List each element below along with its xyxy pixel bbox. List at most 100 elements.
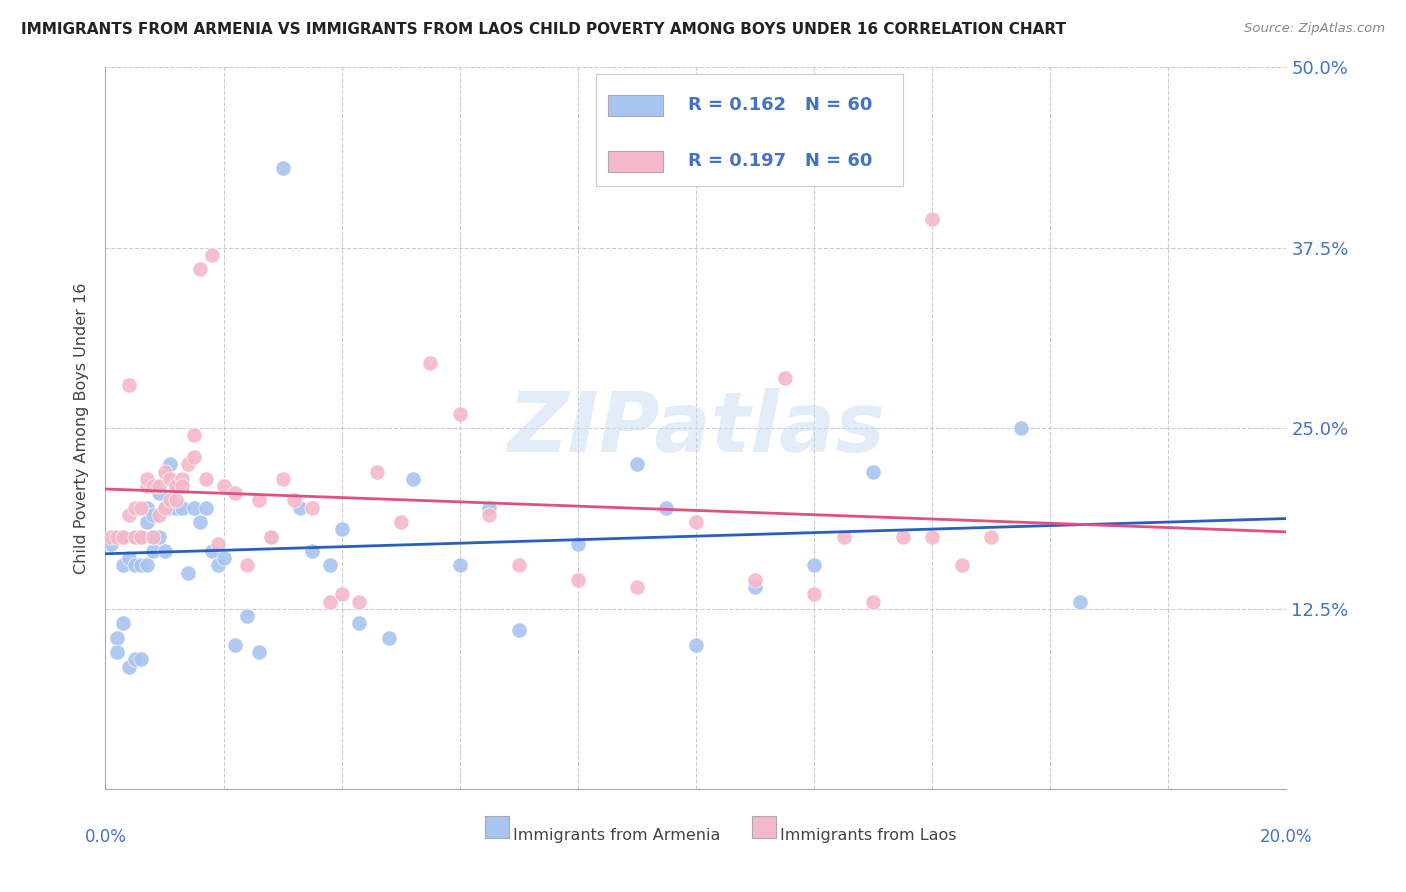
- Point: [153, 500, 176, 515]
- Text: Immigrants from Laos: Immigrants from Laos: [780, 828, 957, 843]
- Point: [112, 530, 135, 544]
- Point: [135, 500, 157, 515]
- Point: [655, 500, 678, 515]
- Point: [142, 530, 165, 544]
- Point: [773, 370, 796, 384]
- Point: [148, 479, 170, 493]
- Point: [1010, 421, 1032, 435]
- Point: [271, 161, 294, 175]
- Point: [159, 493, 181, 508]
- Point: [319, 594, 342, 608]
- Point: [236, 609, 259, 624]
- Point: [478, 500, 501, 515]
- Point: [283, 493, 305, 508]
- Y-axis label: Child Poverty Among Boys Under 16: Child Poverty Among Boys Under 16: [75, 283, 90, 574]
- Point: [165, 479, 187, 493]
- Point: [100, 537, 122, 551]
- Point: [508, 558, 530, 573]
- Point: [112, 616, 135, 631]
- Point: [148, 508, 170, 522]
- Point: [862, 594, 884, 608]
- Point: [301, 544, 323, 558]
- Point: [330, 522, 353, 536]
- Point: [366, 465, 388, 479]
- Point: [832, 530, 855, 544]
- Point: [135, 515, 157, 529]
- Point: [129, 530, 152, 544]
- Point: [224, 486, 246, 500]
- Point: [159, 472, 181, 486]
- Point: [142, 530, 165, 544]
- Point: [744, 573, 766, 587]
- Point: [159, 500, 181, 515]
- Point: [478, 508, 501, 522]
- Point: [744, 580, 766, 594]
- Point: [212, 479, 235, 493]
- Point: [118, 551, 141, 566]
- Point: [567, 573, 589, 587]
- Point: [330, 587, 353, 601]
- Point: [349, 594, 371, 608]
- Point: [378, 631, 401, 645]
- Point: [236, 558, 259, 573]
- Point: [159, 457, 181, 471]
- Point: [105, 530, 128, 544]
- Text: Immigrants from Armenia: Immigrants from Armenia: [513, 828, 720, 843]
- Point: [129, 652, 152, 666]
- Point: [188, 262, 211, 277]
- Point: [188, 515, 211, 529]
- Point: [112, 530, 135, 544]
- Point: [165, 500, 187, 515]
- Point: [862, 465, 884, 479]
- Point: [183, 428, 205, 442]
- Point: [349, 616, 371, 631]
- Point: [148, 530, 170, 544]
- Point: [449, 558, 471, 573]
- Point: [921, 211, 943, 226]
- Point: [118, 508, 141, 522]
- Point: [153, 544, 176, 558]
- Point: [247, 645, 270, 659]
- Point: [105, 645, 128, 659]
- Point: [207, 537, 229, 551]
- Point: [626, 457, 648, 471]
- Point: [142, 508, 165, 522]
- Point: [803, 558, 825, 573]
- Point: [124, 530, 146, 544]
- Point: [135, 472, 157, 486]
- Point: [153, 465, 176, 479]
- Point: [112, 558, 135, 573]
- Point: [172, 472, 194, 486]
- Point: [419, 356, 441, 370]
- Point: [224, 638, 246, 652]
- Text: IMMIGRANTS FROM ARMENIA VS IMMIGRANTS FROM LAOS CHILD POVERTY AMONG BOYS UNDER 1: IMMIGRANTS FROM ARMENIA VS IMMIGRANTS FR…: [21, 22, 1066, 37]
- Point: [183, 450, 205, 464]
- Point: [921, 530, 943, 544]
- Point: [389, 515, 412, 529]
- Point: [803, 587, 825, 601]
- Point: [177, 457, 200, 471]
- Point: [201, 248, 224, 262]
- Point: [148, 486, 170, 500]
- Point: [153, 500, 176, 515]
- Point: [118, 659, 141, 673]
- Text: 0.0%: 0.0%: [84, 828, 127, 846]
- Point: [247, 493, 270, 508]
- Point: [207, 558, 229, 573]
- Point: [142, 544, 165, 558]
- Point: [165, 493, 187, 508]
- Point: [135, 479, 157, 493]
- Point: [319, 558, 342, 573]
- Point: [260, 530, 283, 544]
- Point: [124, 558, 146, 573]
- Point: [950, 558, 973, 573]
- Point: [172, 500, 194, 515]
- Point: [508, 624, 530, 638]
- Point: [165, 479, 187, 493]
- Point: [124, 652, 146, 666]
- Point: [172, 479, 194, 493]
- Point: [124, 530, 146, 544]
- Point: [260, 530, 283, 544]
- Point: [626, 580, 648, 594]
- Point: [194, 500, 217, 515]
